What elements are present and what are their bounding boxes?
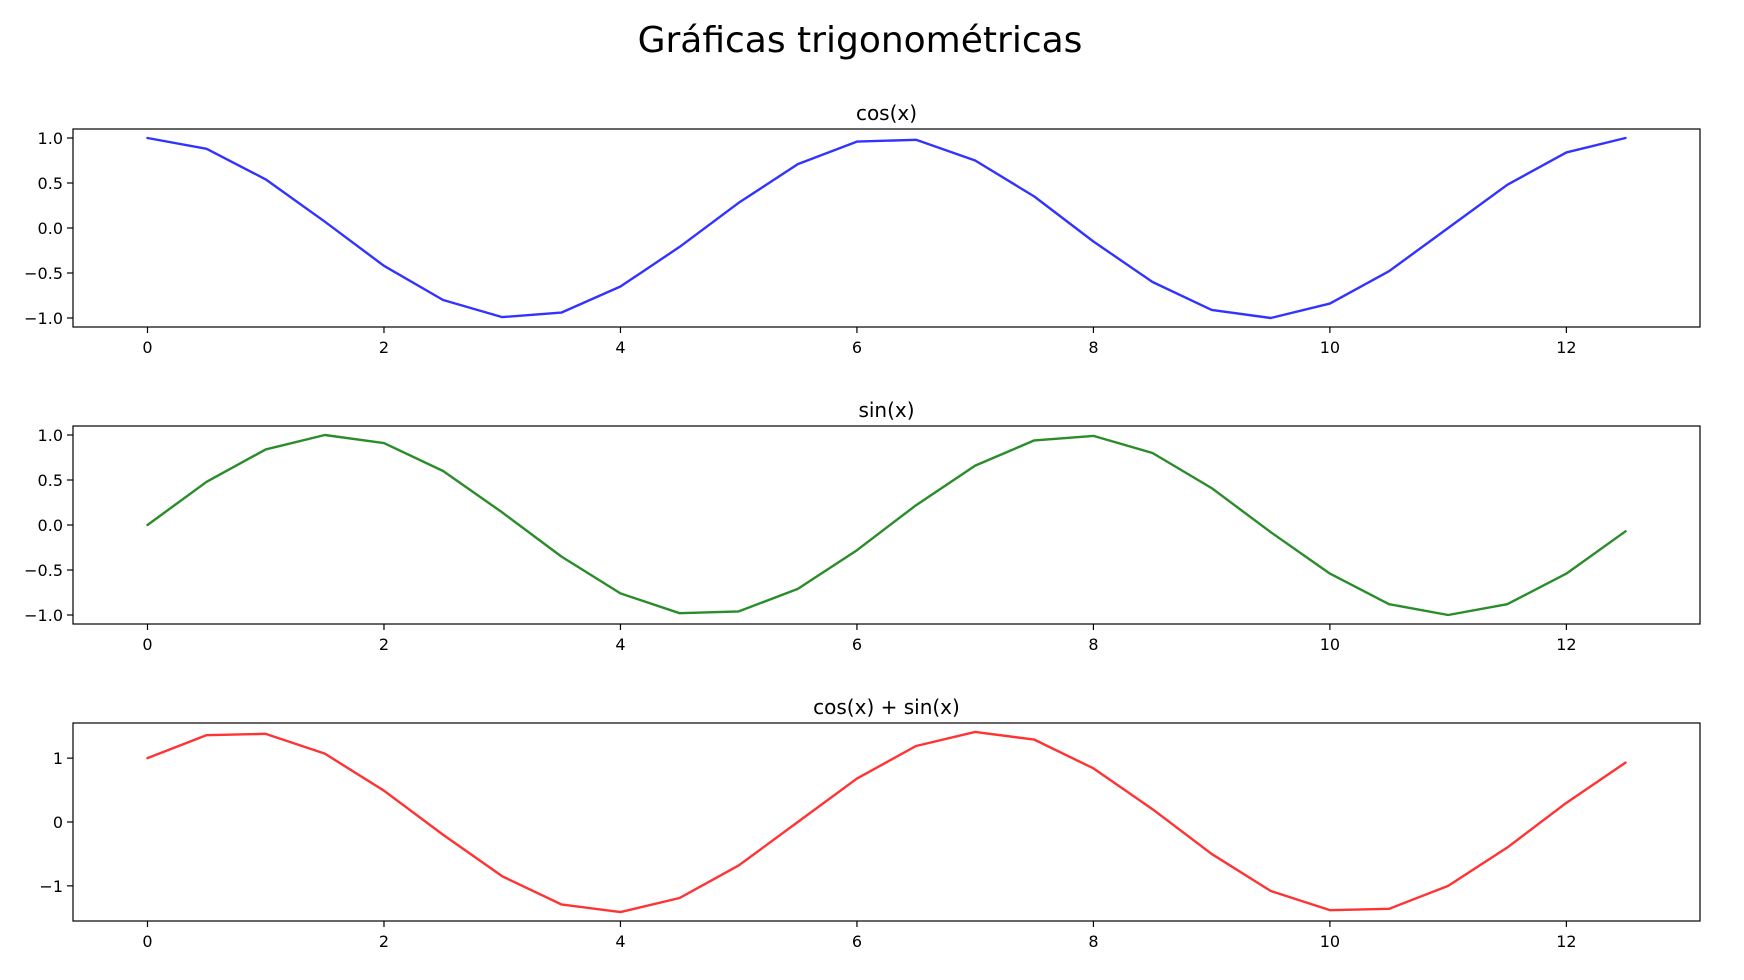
axes-frame: [72, 128, 1701, 328]
x-tick-label: 10: [1320, 635, 1340, 654]
y-tick-label: −0.5: [24, 264, 63, 283]
x-tick-label: 4: [615, 635, 625, 654]
subplot-1: cos(x) 0 2 4 6 8 10 12 1.0 0.5 0.0 −0.5 −1.0: [24, 101, 1701, 357]
x-tick-label: 2: [379, 932, 389, 951]
y-tick-label: 1: [53, 749, 63, 768]
axes-frame: [72, 722, 1701, 922]
x-tick-label: 2: [379, 338, 389, 357]
x-tick-label: 4: [615, 932, 625, 951]
y-tick-label: 0.0: [38, 516, 63, 535]
y-tick-label: −0.5: [24, 561, 63, 580]
figure-title: Gráficas trigonométricas: [638, 20, 1083, 61]
x-tick-label: 12: [1556, 635, 1576, 654]
y-tick-label: 0.5: [38, 174, 63, 193]
subplot-title: cos(x) + sin(x): [813, 695, 960, 719]
axes-frame: [72, 425, 1701, 625]
subplot-title: cos(x): [856, 101, 917, 125]
series-line: [146, 433, 1627, 617]
series-line: [146, 730, 1627, 914]
x-tick-label: 6: [852, 338, 862, 357]
x-tick-label: 8: [1088, 338, 1098, 357]
y-tick-label: −1: [39, 877, 63, 896]
x-tick-label: 8: [1088, 932, 1098, 951]
x-tick-label: 6: [852, 635, 862, 654]
x-tick-label: 10: [1320, 932, 1340, 951]
y-tick-label: 0.5: [38, 471, 63, 490]
x-tick-label: 8: [1088, 635, 1098, 654]
subplot-2: sin(x) 0 2 4 6 8 10 12 1.0 0.5 0.0 −0.5 −1.0: [24, 398, 1701, 654]
x-tick-label: 0: [142, 932, 152, 951]
y-tick-label: 1.0: [38, 129, 63, 148]
x-tick-label: 0: [142, 338, 152, 357]
x-tick-label: 10: [1320, 338, 1340, 357]
y-tick-label: 1.0: [38, 426, 63, 445]
y-tick-label: −1.0: [24, 606, 63, 625]
x-tick-label: 4: [615, 338, 625, 357]
y-tick-label: 0.0: [38, 219, 63, 238]
y-tick-label: 0: [53, 813, 63, 832]
subplot-title: sin(x): [858, 398, 914, 422]
series-line: [146, 136, 1627, 320]
x-tick-label: 12: [1556, 338, 1576, 357]
x-tick-label: 0: [142, 635, 152, 654]
y-tick-label: −1.0: [24, 309, 63, 328]
x-tick-label: 2: [379, 635, 389, 654]
x-tick-label: 6: [852, 932, 862, 951]
x-tick-label: 12: [1556, 932, 1576, 951]
